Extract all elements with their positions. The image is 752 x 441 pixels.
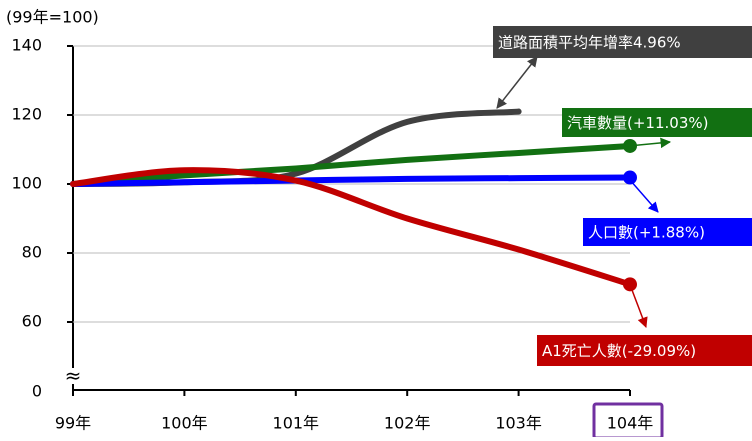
legend-box bbox=[493, 26, 752, 58]
callout-arrow bbox=[629, 179, 659, 213]
end-marker bbox=[623, 170, 637, 185]
x-tick-label: 103年 bbox=[495, 414, 542, 433]
callout-arrow bbox=[496, 56, 538, 109]
y-unit-label: (99年=100) bbox=[6, 8, 99, 27]
x-tick-label: 104年 bbox=[607, 414, 654, 433]
legend-label: 汽車數量(+11.03%) bbox=[567, 114, 708, 132]
y-tick-label: 100 bbox=[11, 174, 42, 193]
y-tick-label: 80 bbox=[22, 243, 42, 262]
legend-label: 人口數(+1.88%) bbox=[588, 224, 705, 242]
y-tick-label: 140 bbox=[11, 36, 42, 55]
callout-arrow bbox=[631, 289, 648, 328]
legend-box bbox=[562, 108, 752, 137]
x-tick-label: 101年 bbox=[273, 414, 320, 433]
legend-label: A1死亡人數(-29.09%) bbox=[542, 342, 696, 360]
y-tick-label: 120 bbox=[11, 105, 42, 124]
y-tick-label: 60 bbox=[22, 312, 42, 331]
x-tick-label: 102年 bbox=[384, 414, 431, 433]
x-tick-label: 99年 bbox=[55, 414, 91, 433]
y-break-label: 0 bbox=[32, 382, 42, 401]
callout-arrow bbox=[627, 137, 672, 149]
legend-box bbox=[537, 335, 752, 366]
x-tick-label: 100年 bbox=[161, 414, 208, 433]
legend-box bbox=[583, 218, 752, 246]
series-line bbox=[70, 142, 633, 187]
legend-label: 道路面積平均年增率4.96% bbox=[498, 34, 681, 52]
end-marker bbox=[623, 277, 637, 292]
series-line bbox=[70, 174, 633, 187]
series-line bbox=[70, 167, 633, 288]
axis-break: ≈ bbox=[65, 364, 82, 388]
